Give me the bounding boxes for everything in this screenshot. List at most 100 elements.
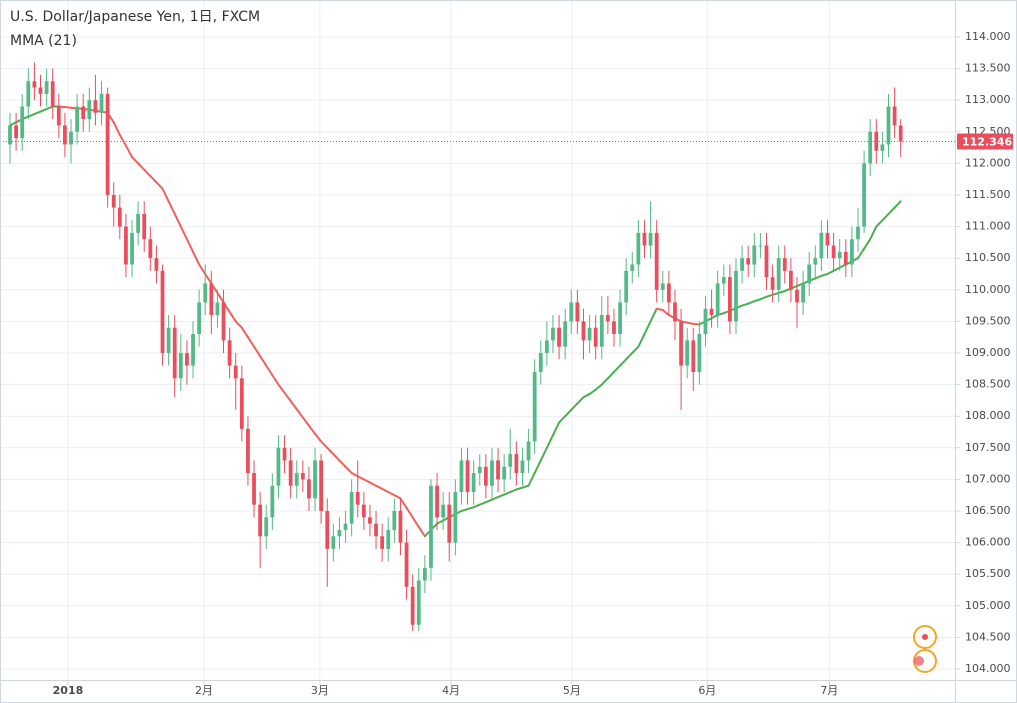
ma-segment [832, 266, 841, 272]
candle-body [20, 106, 25, 139]
y-tick-label: 104.000 [965, 662, 1011, 675]
ma-segment [307, 424, 317, 435]
y-tick-label: 109.500 [965, 314, 1011, 327]
candle-body [233, 365, 238, 379]
ma-segment [405, 506, 414, 519]
candle-body [447, 504, 452, 543]
ma-segment [594, 383, 603, 391]
ma-segment [253, 345, 262, 358]
candle-body [477, 466, 482, 474]
candle-body [532, 371, 537, 442]
candle-body [727, 277, 732, 322]
candle-body [392, 510, 397, 530]
ma-segment [875, 219, 884, 228]
ma-segment [295, 408, 304, 419]
ma-segment [155, 181, 164, 190]
ma-segment [893, 200, 902, 209]
ma-segment [112, 121, 121, 136]
candle-body [740, 258, 744, 271]
ma-segment [387, 491, 396, 497]
candle-body [520, 460, 525, 474]
ma-segment [399, 497, 408, 509]
candle-body [75, 106, 80, 132]
ma-segment [649, 307, 658, 323]
candle-body [386, 529, 391, 549]
candle-body [557, 327, 561, 347]
ma-segment [45, 105, 54, 111]
candle-body [453, 492, 458, 543]
ma-segment [533, 459, 542, 475]
ma-segment [9, 121, 18, 127]
ma-segment [350, 472, 359, 478]
ma-segment [472, 503, 481, 509]
candle-body [319, 460, 324, 511]
ma-segment [314, 432, 323, 443]
ma-segment [368, 481, 378, 487]
x-tick-label: 5月 [563, 684, 581, 697]
candle-body [185, 352, 189, 366]
ma-segment [655, 307, 664, 312]
candle-body [807, 264, 812, 284]
ma-segment [332, 453, 341, 462]
ma-segment [820, 272, 829, 277]
candle-body [599, 315, 604, 347]
ma-segment [661, 309, 670, 317]
candle-body [459, 460, 464, 493]
candle-body [721, 277, 726, 284]
candle-body [551, 327, 555, 341]
candle-body [404, 542, 409, 587]
ma-segment [863, 238, 872, 250]
candle-body [685, 340, 690, 366]
candle-body [538, 352, 543, 372]
candle-body [264, 517, 269, 537]
candle-body [593, 327, 598, 347]
badge-icon [913, 625, 937, 673]
ma-segment [192, 250, 201, 266]
candle-body [343, 523, 348, 530]
y-tick-label: 106.500 [965, 504, 1011, 517]
y-tick-label: 113.500 [965, 62, 1011, 75]
ma-segment [289, 400, 298, 411]
candle-body [526, 441, 531, 461]
candle-body [227, 340, 232, 366]
ma-segment [545, 434, 554, 449]
ma-segment [320, 440, 329, 449]
grid [0, 0, 955, 680]
ma-segment [558, 415, 567, 424]
candle-body [87, 100, 92, 120]
ma-segment [588, 388, 597, 396]
ma-segment [521, 484, 530, 489]
ma-segment [149, 175, 158, 184]
candle-body [172, 327, 177, 379]
candle-body [380, 536, 385, 549]
indicator-name: MMA (21) [10, 33, 77, 49]
ma-segment [283, 391, 292, 403]
ma-segment [411, 516, 420, 528]
ma-segment [271, 374, 280, 386]
ma-segment [185, 238, 195, 253]
candle-body [642, 232, 647, 246]
ma-segment [814, 274, 823, 280]
ma-segment [362, 478, 371, 484]
candle-body [691, 340, 696, 372]
y-tick-label: 105.000 [965, 599, 1011, 612]
ma-segment [643, 320, 652, 336]
ma-segment [277, 383, 286, 394]
candle-body [191, 334, 195, 366]
x-tick-label: 7月 [820, 684, 838, 697]
candle-body [239, 378, 244, 429]
candle-body [215, 302, 220, 316]
ma-segment [881, 212, 890, 222]
candle-body [795, 289, 799, 303]
ma-segment [198, 263, 207, 275]
candle-body [831, 245, 836, 259]
candle-body [429, 485, 433, 568]
candle-body [770, 277, 775, 290]
candle-body [825, 232, 830, 246]
candle-body [209, 283, 214, 316]
y-tick-label: 110.500 [965, 251, 1011, 264]
candle-body [313, 460, 317, 499]
ma-segment [759, 295, 768, 301]
ma-segment [436, 519, 445, 525]
candle-body [514, 454, 519, 474]
